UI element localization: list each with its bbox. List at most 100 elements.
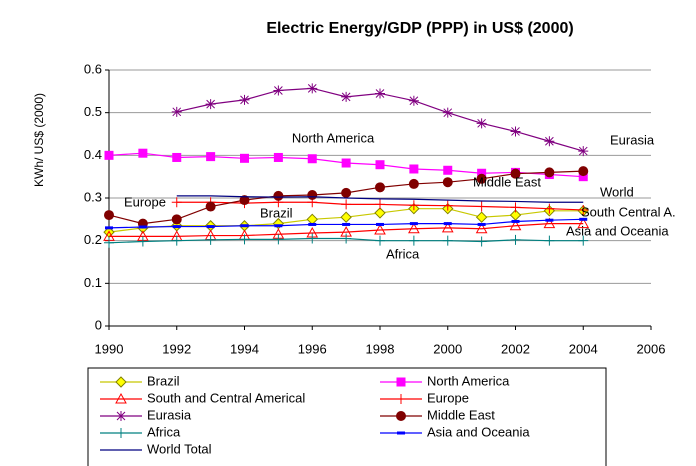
legend-label: Brazil — [147, 373, 180, 388]
marker — [341, 233, 352, 244]
marker — [375, 88, 385, 99]
marker — [206, 152, 216, 162]
x-tick-label: 2006 — [637, 341, 666, 356]
marker — [475, 211, 488, 223]
annotation: Africa — [386, 246, 420, 261]
marker — [544, 167, 555, 178]
annotation: Asia and Oceania — [566, 223, 669, 238]
marker — [408, 235, 419, 246]
marker — [510, 202, 521, 213]
marker — [306, 213, 318, 226]
marker — [408, 200, 419, 211]
marker — [544, 136, 555, 147]
marker — [273, 152, 283, 162]
legend-label: Eurasia — [147, 407, 192, 422]
marker — [375, 199, 385, 210]
legend-label: Africa — [147, 424, 181, 439]
marker — [510, 126, 521, 137]
marker — [396, 411, 406, 421]
marker — [172, 152, 182, 162]
y-tick-label: 0.2 — [84, 232, 102, 247]
x-tick-label: 1992 — [162, 341, 191, 356]
annotation: South Central A. — [581, 204, 676, 219]
marker — [408, 222, 420, 234]
marker — [443, 165, 453, 175]
marker — [409, 164, 419, 174]
y-axis-label: KWh/ US$ (2000) — [32, 93, 46, 187]
marker — [509, 219, 522, 231]
marker — [307, 83, 318, 94]
marker — [115, 376, 127, 388]
marker — [341, 91, 352, 102]
x-tick-label: 2000 — [433, 341, 462, 356]
annotation: World — [600, 184, 634, 199]
marker — [408, 178, 419, 189]
marker — [171, 197, 182, 208]
marker — [544, 235, 555, 246]
legend-label: South and Central Americal — [147, 390, 305, 405]
marker — [577, 217, 590, 229]
marker — [396, 377, 406, 387]
marker — [374, 223, 386, 235]
marker — [138, 148, 148, 158]
y-tick-label: 0 — [95, 317, 102, 332]
marker — [476, 236, 487, 247]
y-tick-label: 0.1 — [84, 275, 102, 290]
marker — [273, 234, 284, 245]
marker — [340, 211, 352, 223]
marker — [273, 190, 284, 201]
marker — [104, 210, 114, 221]
legend-box — [87, 367, 607, 466]
legend-label: Asia and Oceania — [427, 424, 530, 439]
marker — [171, 106, 182, 117]
marker — [273, 85, 284, 96]
marker — [307, 190, 318, 201]
marker — [578, 204, 589, 215]
y-tick-label: 0.5 — [84, 104, 102, 119]
marker — [171, 214, 182, 225]
marker — [476, 118, 487, 129]
legend-label: Europe — [427, 390, 469, 405]
marker — [341, 199, 352, 210]
marker — [240, 153, 249, 163]
marker — [375, 182, 385, 193]
y-tick-label: 0.6 — [84, 61, 102, 76]
marker — [396, 394, 406, 404]
marker — [239, 94, 250, 105]
marker — [375, 160, 385, 170]
annotation: Middle East — [473, 174, 541, 189]
annotation: Eurasia — [610, 132, 655, 147]
annotation: Brazil — [260, 205, 293, 220]
marker — [408, 95, 419, 106]
marker — [115, 392, 127, 404]
marker — [543, 217, 556, 229]
y-tick-label: 0.4 — [84, 147, 102, 162]
marker — [578, 146, 589, 157]
marker — [510, 168, 521, 179]
series-line — [176, 195, 584, 203]
marker — [442, 177, 453, 188]
marker — [239, 234, 250, 245]
series-line — [109, 223, 584, 237]
marker — [475, 222, 488, 234]
annotation: North America — [292, 130, 375, 145]
marker — [116, 428, 126, 438]
marker — [442, 200, 453, 211]
marker — [239, 195, 250, 206]
marker — [104, 237, 114, 248]
marker — [104, 150, 114, 160]
marker — [171, 235, 182, 246]
marker — [341, 187, 352, 198]
marker — [510, 234, 521, 245]
marker — [205, 234, 216, 245]
marker — [374, 207, 386, 219]
x-tick-label: 1994 — [230, 341, 259, 356]
marker — [307, 154, 317, 164]
marker — [205, 99, 216, 110]
marker — [544, 203, 555, 214]
marker — [137, 236, 148, 247]
x-tick-label: 1990 — [95, 341, 124, 356]
marker — [375, 235, 385, 246]
marker — [476, 201, 487, 212]
marker — [116, 411, 126, 421]
